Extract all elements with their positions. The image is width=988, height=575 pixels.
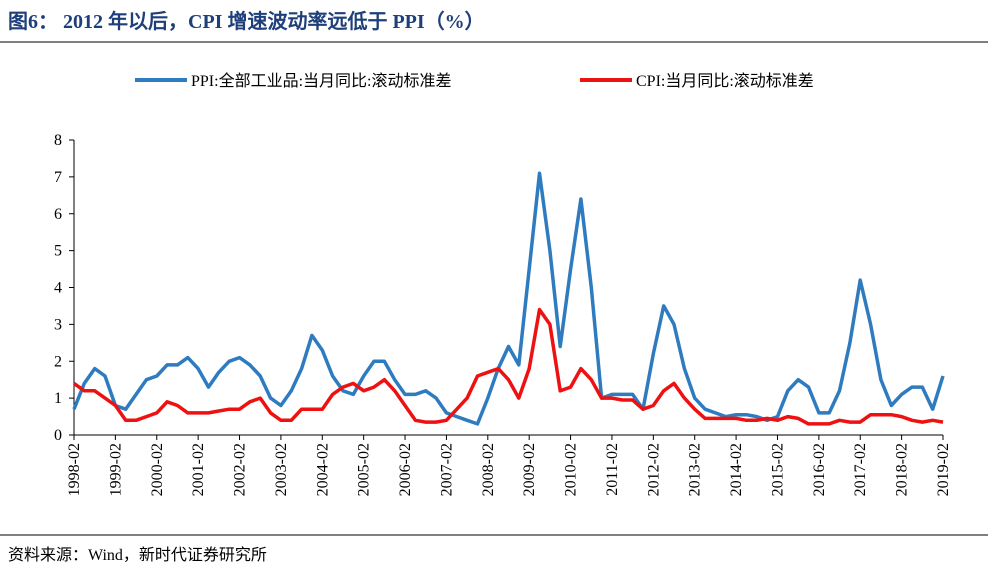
x-tick-label: 2019-02 [935,443,952,496]
chart-title: 图6： 2012 年以后，CPI 增速波动率远低于 PPI（%） [8,9,485,33]
y-tick-label: 0 [54,427,62,444]
y-tick-label: 6 [54,206,62,223]
legend-label: PPI:全部工业品:当月同比:滚动标准差 [191,72,451,90]
y-tick-label: 2 [54,353,62,370]
x-tick-label: 2011-02 [604,443,621,496]
x-tick-label: 1998-02 [66,443,83,496]
series-line [72,171,945,426]
x-tick-label: 2005-02 [356,443,373,496]
y-tick-label: 5 [54,243,62,260]
series-line [72,307,944,426]
x-tick-label: 1999-02 [107,443,124,496]
y-tick-label: 8 [54,132,62,149]
x-tick-label: 2006-02 [397,443,414,496]
x-tick-label: 2014-02 [728,443,745,496]
x-tick-label: 2000-02 [149,443,166,496]
x-tick-label: 2015-02 [769,443,786,496]
x-tick-label: 2012-02 [645,443,662,496]
x-tick-label: 2004-02 [314,443,331,496]
x-tick-label: 2009-02 [521,443,538,496]
x-tick-label: 2008-02 [480,443,497,496]
x-tick-label: 2003-02 [273,443,290,496]
legend-label: CPI:当月同比:滚动标准差 [636,72,814,90]
x-tick-label: 2010-02 [563,443,580,496]
x-tick-label: 2007-02 [438,443,455,496]
y-tick-label: 7 [54,169,62,186]
x-tick-label: 2001-02 [190,443,207,496]
y-tick-label: 1 [54,390,62,407]
source: 资料来源：Wind，新时代证券研究所 [8,546,267,564]
y-tick-label: 4 [54,280,62,297]
x-tick-label: 2017-02 [852,443,869,496]
x-tick-label: 2018-02 [894,443,911,496]
y-tick-label: 3 [54,316,62,333]
x-tick-label: 2016-02 [811,443,828,496]
x-tick-label: 2002-02 [232,443,249,496]
x-tick-label: 2013-02 [687,443,704,496]
